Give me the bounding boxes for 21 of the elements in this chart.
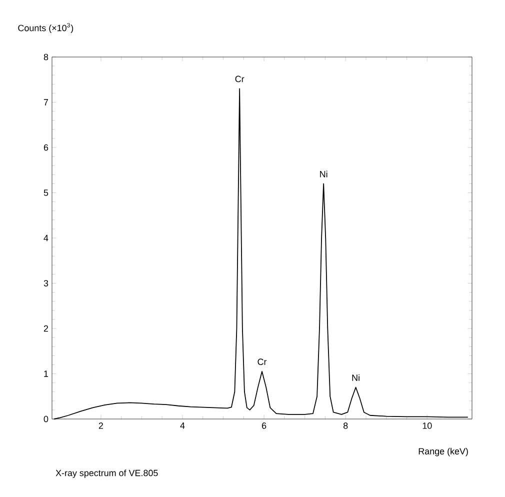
y-tick-label: 4: [44, 234, 48, 242]
y-tick-label: 3: [44, 280, 48, 286]
y-tick-label: 2: [44, 325, 48, 332]
y-tick-label: 7: [44, 99, 48, 106]
text: X-ray spectrum of VE.805: [56, 470, 158, 478]
y-tick-label: 0: [44, 416, 48, 422]
x-tick-label: 8: [343, 422, 348, 429]
annotation: Ni: [320, 170, 328, 178]
x-tick-label: 10: [422, 422, 432, 429]
annotation: Cr: [235, 76, 244, 82]
annotation: Ni: [352, 374, 360, 381]
y-tick-label: 6: [44, 144, 48, 151]
x-tick-label: 2: [98, 422, 103, 429]
y-axis-title: Counts (×10$^{3}$): [18, 23, 74, 33]
y-tick-label: 8: [44, 54, 48, 60]
x-axis-title: Range (keV): [418, 448, 468, 456]
annotation: Cr: [258, 358, 267, 365]
y-tick-label: 5: [44, 190, 48, 196]
x-tick-label: 6: [262, 422, 266, 429]
x-tick-label: 4: [180, 422, 185, 429]
y-tick-label: 1: [44, 370, 48, 377]
